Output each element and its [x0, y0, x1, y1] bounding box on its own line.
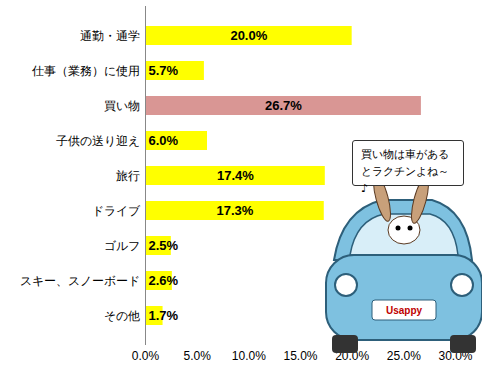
svg-text:5.0%: 5.0%	[183, 349, 211, 363]
svg-text:30.0%: 30.0%	[438, 349, 473, 363]
svg-text:仕事（業務）に使用: 仕事（業務）に使用	[31, 64, 140, 78]
svg-text:旅行: 旅行	[116, 169, 140, 183]
svg-text:17.3%: 17.3%	[216, 203, 253, 218]
svg-text:26.7%: 26.7%	[265, 98, 302, 113]
svg-text:1.7%: 1.7%	[149, 308, 179, 323]
svg-text:0.0%: 0.0%	[132, 349, 160, 363]
svg-text:買い物: 買い物	[104, 99, 140, 113]
svg-text:その他: その他	[104, 309, 140, 323]
svg-text:2.6%: 2.6%	[149, 273, 179, 288]
svg-text:子供の送り迎え: 子供の送り迎え	[56, 134, 140, 148]
svg-text:17.4%: 17.4%	[217, 168, 254, 183]
svg-text:通勤・通学: 通勤・通学	[80, 29, 140, 43]
svg-text:Usappy: Usappy	[386, 305, 423, 316]
svg-text:6.0%: 6.0%	[149, 133, 179, 148]
svg-text:ゴルフ: ゴルフ	[104, 239, 140, 253]
svg-text:15.0%: 15.0%	[283, 349, 317, 363]
svg-text:25.0%: 25.0%	[387, 349, 421, 363]
svg-text:20.0%: 20.0%	[335, 349, 370, 363]
svg-text:ドライブ: ドライブ	[92, 204, 141, 218]
svg-text:2.5%: 2.5%	[149, 238, 179, 253]
svg-text:スキー、スノーボード: スキー、スノーボード	[20, 274, 140, 288]
html-text:買い物は車があるとラクチンよね～♪: 買い物は車があるとラクチンよね～♪	[361, 148, 449, 195]
svg-text:20.0%: 20.0%	[230, 28, 267, 43]
svg-text:5.7%: 5.7%	[149, 63, 179, 78]
svg-text:10.0%: 10.0%	[232, 349, 266, 363]
